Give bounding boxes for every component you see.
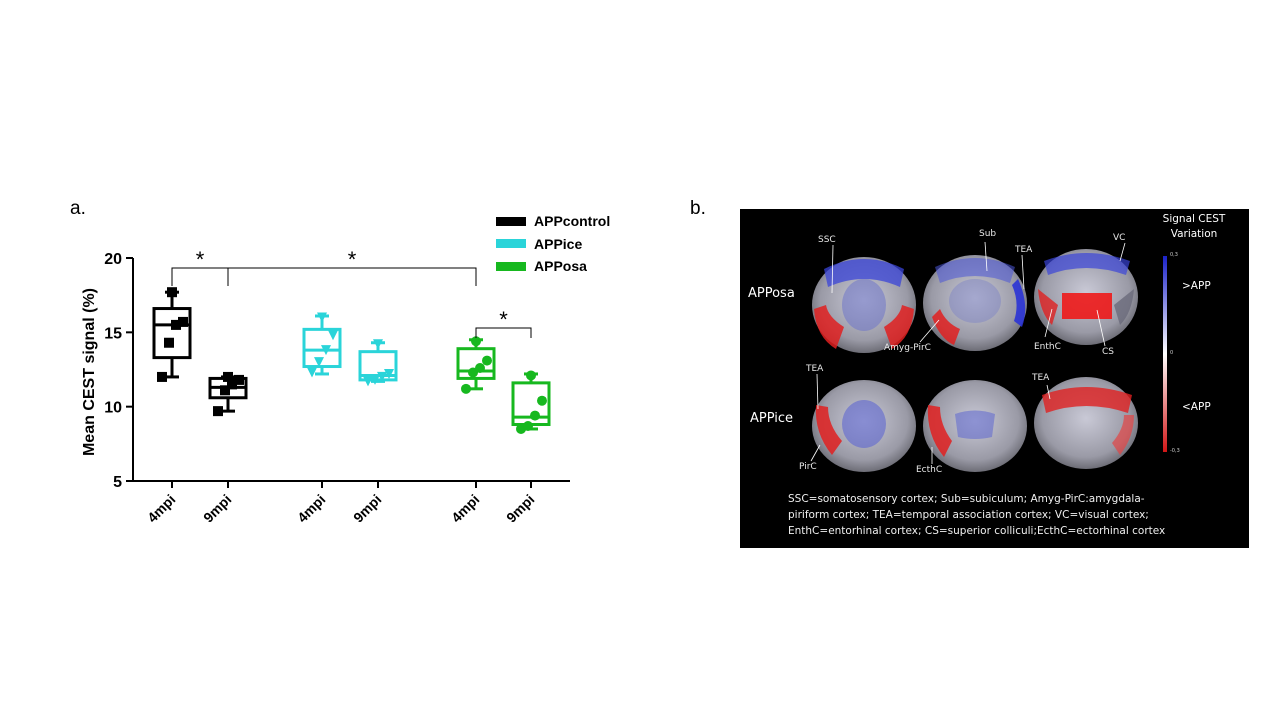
significance-star: * [499,307,508,332]
legend-item-apposa: APPosa [496,255,610,277]
data-point [157,371,167,382]
abbreviation-legend: SSC=somatosensory cortex; Sub=subiculum;… [788,491,1165,539]
data-point [164,337,174,348]
data-point [317,312,327,323]
legend-swatch [496,239,526,248]
data-point [220,385,230,396]
data-point [307,367,317,378]
data-point [461,383,471,394]
box [152,307,192,360]
abbreviation-line: SSC=somatosensory cortex; Sub=subiculum;… [788,493,1145,505]
x-tick-label: 9mpi [350,491,384,525]
region-label-vc: VC [1113,233,1126,243]
legend-swatch [496,261,526,271]
region-label-tea-right: TEA [1032,373,1050,383]
significance-star: * [196,247,205,272]
brain-map-image [810,241,1167,472]
brain-slice-ice-1 [812,380,916,472]
data-point [530,410,540,421]
region-label-enthc: EnthC [1034,342,1061,352]
y-tick-label: 5 [113,474,122,491]
data-point [227,379,237,390]
abbreviation-line: piriform cortex; TEA=temporal associatio… [788,509,1149,521]
data-point [537,395,547,406]
data-point [526,370,536,381]
legend-item-appice: APPice [496,233,610,255]
data-point [223,371,233,382]
brain-slice-ice-2 [923,380,1027,472]
data-point [213,406,223,417]
brain-slice-osa-3 [1034,249,1138,345]
x-tick-label: 9mpi [200,491,234,525]
region-label-sub: Sub [979,229,997,239]
region-label-pirc: PirC [799,462,817,472]
significance-bracket [475,327,532,338]
box [456,347,496,380]
significance-bracket [227,267,477,286]
data-point [482,355,492,366]
x-tick-label: 4mpi [144,491,178,525]
data-point [363,376,373,387]
y-tick-label: 10 [104,400,122,417]
abbreviation-line: EnthC=entorhinal cortex; CS=superior col… [788,525,1166,537]
panel-a-label: a. [70,198,86,219]
x-tick-label: 4mpi [294,491,328,525]
legend-label: APPice [534,235,583,252]
colorbar-title: Signal CEST Variation [1144,212,1244,242]
legend-label: APPosa [534,258,587,274]
data-point [377,371,387,382]
box [358,350,398,382]
colorbar-title-line-2: Variation [1170,228,1218,240]
region-label-ecthc: EcthC [916,465,943,475]
legend-item-appcontrol: APPcontrol [496,210,610,232]
colorbar-upper-label: >APP [1182,280,1211,292]
colorbar-tick-top: 0,3 [1170,252,1178,258]
region-label-cs: CS [1102,347,1114,357]
data-point [471,336,481,347]
colorbar-gradient [1163,256,1167,452]
brain-slice-ice-3 [1034,377,1138,469]
box [302,327,342,369]
data-point [234,374,244,385]
data-point [373,339,383,350]
brain-slice-osa-1 [812,257,916,353]
y-axis-label: Mean CEST signal (%) [81,288,98,456]
brain-map-panel: SSC Sub TEA VC Amyg-PirC EnthC CS TEA TE… [740,209,1249,548]
y-tick-label: 15 [104,325,122,342]
data-point [384,368,394,379]
data-point [475,363,485,374]
legend-label: APPcontrol [534,213,611,229]
data-point [328,330,338,341]
data-point [167,287,177,298]
row-label-apposa: APPosa [748,286,795,301]
row-label-appice: APPice [750,411,794,426]
region-label-ssc: SSC [818,235,836,245]
brain-slice-osa-2 [923,255,1027,351]
data-point [314,357,324,368]
region-label-amyg-pirc: Amyg-PirC [884,343,931,353]
colorbar-tick-bottom: -0,3 [1170,448,1180,454]
y-tick-label: 20 [104,251,122,268]
data-point [523,420,533,431]
significance-star: * [348,247,357,272]
data-point [171,319,181,330]
colorbar-lower-label: <APP [1182,401,1211,413]
region-label-tea-left: TEA [806,364,824,374]
panel-b-label: b. [690,198,706,219]
region-pointer-lines [810,241,1126,464]
x-tick-label: 9mpi [503,491,537,525]
region-label-tea-top: TEA [1015,245,1033,255]
data-point [178,316,188,327]
colorbar-tick-mid: 0 [1170,350,1174,356]
data-point [321,345,331,356]
data-point [370,374,380,385]
legend-swatch [496,216,526,226]
x-tick-label: 4mpi [448,491,482,525]
chart-legend: APPcontrol APPice APPosa [496,210,610,278]
colorbar-title-line-1: Signal CEST [1162,213,1226,225]
